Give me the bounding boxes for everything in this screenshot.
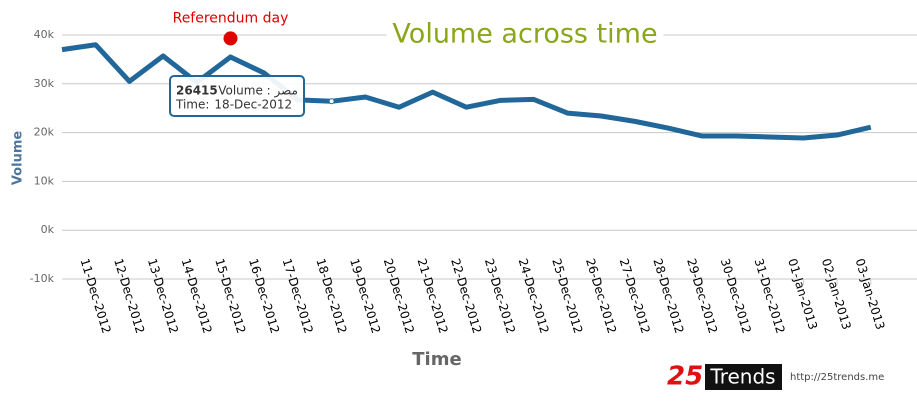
y-tick-label: -10k: [30, 272, 55, 285]
x-tick-label: 20-Dec-2012: [381, 257, 417, 335]
brand-box: [705, 364, 782, 390]
y-tick-label: 0k: [41, 223, 55, 236]
x-tick-label: 23-Dec-2012: [482, 257, 518, 335]
x-tick-label: 27-Dec-2012: [617, 257, 653, 335]
y-tick-label: 30k: [34, 77, 55, 90]
branding: 25 Trends http://25trends.me: [667, 362, 884, 392]
x-tick-label: 28-Dec-2012: [650, 257, 686, 335]
chart-title: Volume across time: [392, 19, 657, 50]
tooltip-box: [169, 75, 305, 117]
x-tick-label: 02-Jan-2013: [819, 257, 854, 332]
annotation-dot: [223, 31, 238, 46]
x-tick-label: 12-Dec-2012: [111, 257, 147, 335]
annotation-text: Referendum day: [173, 10, 289, 26]
y-tick-label: 40k: [34, 28, 55, 41]
tooltip-value: 26415: [176, 84, 218, 98]
x-tick-label: 25-Dec-2012: [549, 257, 585, 335]
tooltip: 26415 مصر : Volume Time: 18-Dec-2012: [169, 75, 305, 117]
tooltip-time: 18-Dec-2012: [214, 98, 292, 112]
brand-number: 25: [667, 362, 703, 392]
x-tick-label: 24-Dec-2012: [516, 257, 552, 335]
y-tick-label: 20k: [34, 126, 55, 139]
x-tick-label: 13-Dec-2012: [145, 257, 181, 335]
x-tick-label: 31-Dec-2012: [751, 257, 787, 335]
x-tick-label: 30-Dec-2012: [718, 257, 754, 335]
x-tick-label: 01-Jan-2013: [785, 257, 820, 332]
x-tick-label: 14-Dec-2012: [179, 257, 215, 335]
x-tick-label: 22-Dec-2012: [448, 257, 484, 335]
brand-name: Trends: [709, 365, 775, 389]
tooltip-time-label: Time:: [175, 98, 209, 112]
brand-url: http://25trends.me: [790, 372, 884, 383]
x-tick-label: 11-Dec-2012: [77, 257, 113, 335]
x-tick-label: 26-Dec-2012: [583, 257, 619, 335]
y-axis-label: Volume: [11, 131, 26, 186]
y-tick-label: 10k: [34, 174, 55, 187]
x-tick-label: 18-Dec-2012: [313, 257, 349, 335]
x-axis-label: Time: [412, 349, 461, 370]
x-tick-label: 21-Dec-2012: [414, 257, 450, 335]
x-tick-label: 17-Dec-2012: [280, 257, 316, 335]
x-tick-label: 15-Dec-2012: [212, 257, 248, 335]
x-tick-label: 29-Dec-2012: [684, 257, 720, 335]
x-tick-label: 16-Dec-2012: [246, 257, 282, 335]
x-tick-label: 19-Dec-2012: [347, 257, 383, 335]
hover-marker: [328, 98, 335, 105]
tooltip-label: مصر : Volume: [218, 84, 298, 99]
title-background: [386, 18, 664, 50]
x-tick-label: 03-Jan-2013: [853, 257, 888, 332]
